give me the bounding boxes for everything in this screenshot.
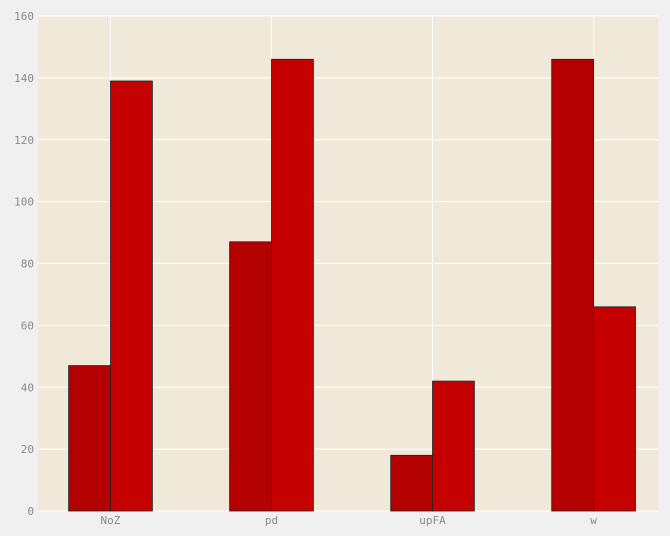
y-tick-label: 160 [14, 10, 34, 23]
bar-NoZ-series-2 [110, 80, 153, 512]
y-tick-label: 0 [27, 505, 34, 518]
bar-pd-series-2 [271, 58, 314, 512]
y-tick-label: 140 [14, 72, 34, 85]
y-tick-label: 100 [14, 196, 34, 209]
bar-NoZ-series-1 [68, 365, 111, 512]
y-tick-label: 120 [14, 134, 34, 147]
bar-pd-series-1 [229, 241, 272, 512]
y-tick-label: 80 [21, 258, 34, 271]
bar-upFA-series-1 [390, 454, 434, 512]
x-tick-label: w [590, 514, 597, 527]
y-tick-labels: 0 20 40 60 80 100 120 140 160 [14, 10, 34, 518]
x-tick-label: upFA [419, 514, 446, 527]
bar-upFA-series-2 [432, 380, 475, 512]
x-tick-label: pd [265, 514, 278, 527]
bars [68, 58, 636, 512]
bar-w-series-2 [593, 306, 636, 512]
x-tick-label: NoZ [101, 514, 121, 527]
bar-w-series-1 [551, 58, 595, 512]
y-tick-label: 20 [21, 443, 34, 456]
y-tick-label: 40 [21, 381, 34, 394]
x-tick-labels: NoZ pd upFA w [101, 514, 598, 527]
y-tick-label: 60 [21, 319, 34, 332]
